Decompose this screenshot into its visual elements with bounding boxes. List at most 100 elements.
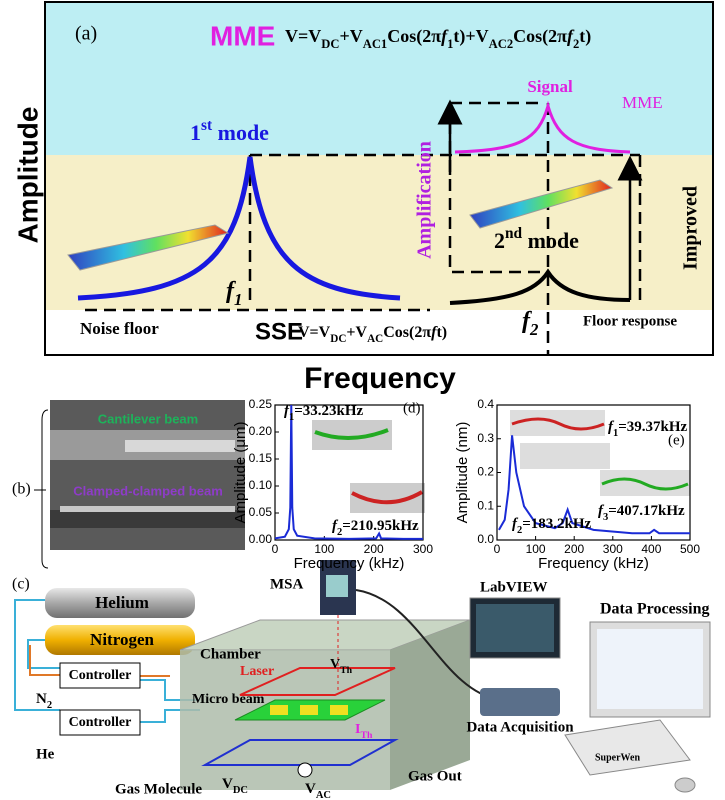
f-part: 2 <box>529 320 538 339</box>
clamped-label: Clamped-clamped beam <box>73 483 223 498</box>
inset <box>520 443 610 469</box>
superwen-label: SuperWen <box>595 752 640 763</box>
y-tick-label: 0.1 <box>477 498 494 512</box>
y-tick-label: 0.10 <box>249 478 273 492</box>
y-axis-label: Amplitude (nm) <box>454 422 471 524</box>
mode-part: nd <box>505 225 523 242</box>
pc-screen <box>597 629 703 709</box>
x-tick-label: 300 <box>413 542 433 556</box>
improved-label: Improved <box>680 186 702 270</box>
electrode <box>300 705 318 715</box>
eq-part: Cos(2π <box>513 26 567 47</box>
f-part: 1 <box>234 290 242 309</box>
n2-label: N2 <box>36 691 52 710</box>
eq-part: t)+V <box>453 26 488 47</box>
controller-label: Controller <box>69 668 132 683</box>
he-label: He <box>36 746 55 762</box>
panel-label: (b) <box>12 481 31 498</box>
annotation-part: =210.95kHz <box>342 518 419 534</box>
eq-part: t) <box>436 324 447 341</box>
controller-label: Controller <box>69 715 132 730</box>
y-tick-label: 0.2 <box>477 465 494 479</box>
signal-label: Signal <box>527 77 573 96</box>
nitrogen-label: Nitrogen <box>90 630 154 649</box>
eq-part: Cos(2π <box>383 324 431 341</box>
annotation-part: =407.17kHz <box>608 503 685 519</box>
mouse <box>675 778 695 792</box>
x-tick-label: 0 <box>494 542 501 556</box>
peak-annotation: f2=183.2kHz <box>512 516 592 535</box>
sse-equation: V=VDC+VACCos(2πft) <box>298 324 447 345</box>
y-tick-label: 0.05 <box>249 505 273 519</box>
labview-screen <box>476 604 554 652</box>
sse-region <box>46 155 712 310</box>
mme-curve-label: MME <box>622 93 663 112</box>
vac-part: AC <box>316 790 331 800</box>
panel-c: (c) Helium Nitrogen Controller Controlle… <box>12 560 710 800</box>
eq-part: AC <box>367 333 383 345</box>
x-tick-label: 0 <box>272 542 279 556</box>
chamber-label: Chamber <box>200 646 261 662</box>
cantilever-label: Cantilever beam <box>98 411 198 426</box>
ac-source <box>298 763 312 777</box>
mode-part: 2 <box>494 228 505 253</box>
eq-part: t) <box>579 26 591 47</box>
y-tick-label: 0.0 <box>477 532 494 546</box>
x-axis-label: Frequency (kHz) <box>294 555 405 572</box>
vdc-part: DC <box>233 785 248 796</box>
n2-part: N <box>36 691 47 707</box>
gas-out-label: Gas Out <box>408 768 462 784</box>
eq-part: Cos(2π <box>387 26 441 47</box>
msa-label: MSA <box>270 576 304 592</box>
y-tick-label: 0.00 <box>249 532 273 546</box>
vdc-part: V <box>222 776 233 792</box>
electrode <box>330 705 348 715</box>
annotation-part: =33.23kHz <box>294 403 363 419</box>
peak-annotation: f2=210.95kHz <box>332 518 419 537</box>
eq-part: DC <box>321 37 339 51</box>
mode-part: mode <box>212 120 269 145</box>
vth-part: Th <box>340 665 353 676</box>
helium-label: Helium <box>95 593 149 612</box>
y-tick-label: 0.15 <box>249 451 273 465</box>
panel-label: (c) <box>12 576 30 593</box>
eq-part: V=V <box>285 26 321 46</box>
panel-label: (d) <box>403 400 421 416</box>
cantilever <box>125 440 235 452</box>
figure: (a) MME V=VDC+VAC1Cos(2πf1t)+VAC2Cos(2πf… <box>0 0 725 800</box>
y-tick-label: 0.3 <box>477 431 494 445</box>
peak-annotation: f1=33.23kHz <box>284 403 364 422</box>
micro-beam-label: Micro beam <box>192 692 265 707</box>
y-axis-label: Amplitude (μm) <box>232 421 249 523</box>
eq-part: AC1 <box>363 37 388 51</box>
f2-label: f2 <box>522 308 538 340</box>
mode-part: 1 <box>190 120 201 145</box>
data-processing-label: Data Processing <box>600 601 709 618</box>
page: {"panel_a": {"label": "(a)", "mme": "MME… <box>0 0 725 800</box>
sse-title: SSE <box>255 318 303 345</box>
x-tick-label: 500 <box>680 542 700 556</box>
labview-label: LabVIEW <box>480 579 548 595</box>
peak-annotation: f3=407.17kHz <box>598 503 685 522</box>
annotation-part: =39.37kHz <box>618 419 687 435</box>
y-tick-label: 0.20 <box>249 424 273 438</box>
panel-a: (a) MME V=VDC+VAC1Cos(2πf1t)+VAC2Cos(2πf… <box>12 2 713 395</box>
vth-part: V <box>330 657 340 672</box>
eq-part: +V <box>346 324 367 341</box>
y-tick-label: 0.4 <box>477 397 494 411</box>
x-axis-label: Frequency (kHz) <box>538 555 649 572</box>
ith-part: Th <box>360 730 373 741</box>
y-axis-label: Amplitude <box>12 107 43 244</box>
eq-part: AC2 <box>489 37 514 51</box>
annotation-part: =183.2kHz <box>522 516 591 532</box>
panel-b: (b) Cantilever beam Clamped-clamped beam <box>12 400 245 568</box>
x-axis-label: Frequency <box>304 362 456 395</box>
keyboard <box>565 720 690 775</box>
n2-part: 2 <box>47 700 52 711</box>
y-tick-label: 0.25 <box>249 397 273 411</box>
daq-box <box>480 688 560 716</box>
amplification-label: Amplification <box>414 141 436 259</box>
eq-part: DC <box>330 333 346 345</box>
data-acquisition-label: Data Acquisition <box>466 719 574 735</box>
clamped-beam <box>60 506 235 512</box>
